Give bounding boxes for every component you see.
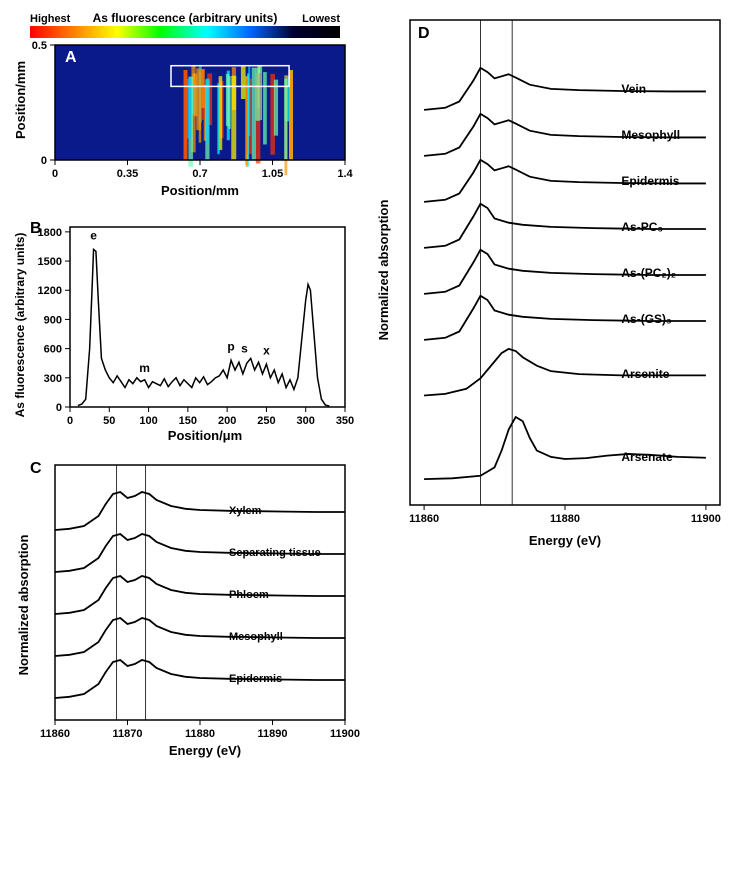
svg-text:600: 600 xyxy=(44,344,62,356)
svg-text:11880: 11880 xyxy=(550,513,580,525)
svg-text:0: 0 xyxy=(52,168,58,180)
svg-text:Mesophyll: Mesophyll xyxy=(621,128,680,142)
svg-text:0: 0 xyxy=(56,402,62,414)
colorbar-right-label: Lowest xyxy=(302,13,340,25)
svg-text:150: 150 xyxy=(179,415,197,427)
svg-text:s: s xyxy=(241,341,248,355)
panel-c-label: C xyxy=(30,460,42,477)
svg-text:Phloem: Phloem xyxy=(229,589,269,601)
svg-text:1800: 1800 xyxy=(38,227,62,239)
panel-d-xlabel: Energy (eV) xyxy=(529,533,601,548)
svg-text:0: 0 xyxy=(41,155,47,167)
svg-text:300: 300 xyxy=(297,415,315,427)
spectra-plot-d: Vein Mesophyll Epidermis As-PC₃ As-(PC₂)₂ As-… xyxy=(409,20,721,525)
panel-a: Highest As fluorescence (arbitrary units… xyxy=(10,10,360,200)
svg-text:Arsenite: Arsenite xyxy=(621,367,669,381)
svg-text:Mesophyll: Mesophyll xyxy=(229,631,283,643)
panel-b-ylabel: As fluorescence (arbitrary units) xyxy=(13,233,27,418)
svg-text:Vein: Vein xyxy=(621,82,646,96)
panel-c: C Xylem Separating tissue Phloem Mesophyll E… xyxy=(10,455,360,760)
svg-text:e: e xyxy=(90,229,97,243)
panel-a-xlabel: Position/mm xyxy=(161,183,239,198)
svg-text:1200: 1200 xyxy=(38,285,62,297)
line-plot-b: 0 50 100 150 200 250 300 350 0 300 600 900 1200 1500 1… xyxy=(38,227,355,427)
figure-container: Highest As fluorescence (arbitrary units… xyxy=(10,10,730,867)
svg-text:Xylem: Xylem xyxy=(229,505,262,517)
svg-text:350: 350 xyxy=(336,415,354,427)
panel-d: D Vein Mesophyll Epidermis As-PC₃ As-(PC₂)₂ A… xyxy=(370,10,730,550)
colorbar-title: As fluorescence (arbitrary units) xyxy=(93,11,278,25)
svg-text:1500: 1500 xyxy=(38,256,62,268)
colorbar xyxy=(30,26,340,38)
svg-text:Arsenate: Arsenate xyxy=(621,450,673,464)
svg-text:p: p xyxy=(227,339,234,353)
svg-text:0.7: 0.7 xyxy=(192,168,207,180)
panel-b: B 05010015020025030035003006009001200150… xyxy=(10,215,360,445)
svg-text:11880: 11880 xyxy=(185,728,215,740)
panel-d-label: D xyxy=(418,25,430,42)
svg-text:200: 200 xyxy=(218,415,236,427)
colorbar-left-label: Highest xyxy=(30,13,71,25)
spectra-plot-c: Xylem Separating tissue Phloem Mesophyll Epi… xyxy=(40,465,360,740)
svg-text:300: 300 xyxy=(44,373,62,385)
svg-text:11860: 11860 xyxy=(409,513,439,525)
svg-text:As-PC₃: As-PC₃ xyxy=(621,220,663,234)
svg-text:0.5: 0.5 xyxy=(32,40,47,52)
svg-text:50: 50 xyxy=(103,415,115,427)
heatmap-plot: 0 0.35 0.7 1.05 1.4 0 0.5 xyxy=(32,40,354,180)
panel-c-ylabel: Normalized absorption xyxy=(16,535,31,676)
svg-text:100: 100 xyxy=(139,415,157,427)
panel-a-label: A xyxy=(65,49,77,66)
svg-text:250: 250 xyxy=(257,415,275,427)
panel-d-ylabel: Normalized absorption xyxy=(376,200,391,341)
panel-b-xlabel: Position/μm xyxy=(168,428,242,443)
svg-text:11890: 11890 xyxy=(258,728,288,740)
svg-text:Epidermis: Epidermis xyxy=(621,174,679,188)
panel-a-ylabel: Position/mm xyxy=(13,61,28,139)
svg-text:11900: 11900 xyxy=(691,513,721,525)
panel-c-xlabel: Energy (eV) xyxy=(169,743,241,758)
svg-text:As-(GS)₃: As-(GS)₃ xyxy=(621,312,671,326)
svg-text:11860: 11860 xyxy=(40,728,70,740)
svg-text:1.4: 1.4 xyxy=(337,168,353,180)
svg-text:900: 900 xyxy=(44,314,62,326)
svg-text:11900: 11900 xyxy=(330,728,360,740)
svg-text:0: 0 xyxy=(67,415,73,427)
svg-text:0.35: 0.35 xyxy=(117,168,138,180)
svg-text:Separating tissue: Separating tissue xyxy=(229,547,321,559)
svg-text:m: m xyxy=(139,361,150,375)
svg-text:1.05: 1.05 xyxy=(262,168,283,180)
svg-text:11870: 11870 xyxy=(113,728,143,740)
svg-text:Epidermis: Epidermis xyxy=(229,673,282,685)
svg-text:x: x xyxy=(263,343,270,357)
svg-text:As-(PC₂)₂: As-(PC₂)₂ xyxy=(621,266,676,280)
